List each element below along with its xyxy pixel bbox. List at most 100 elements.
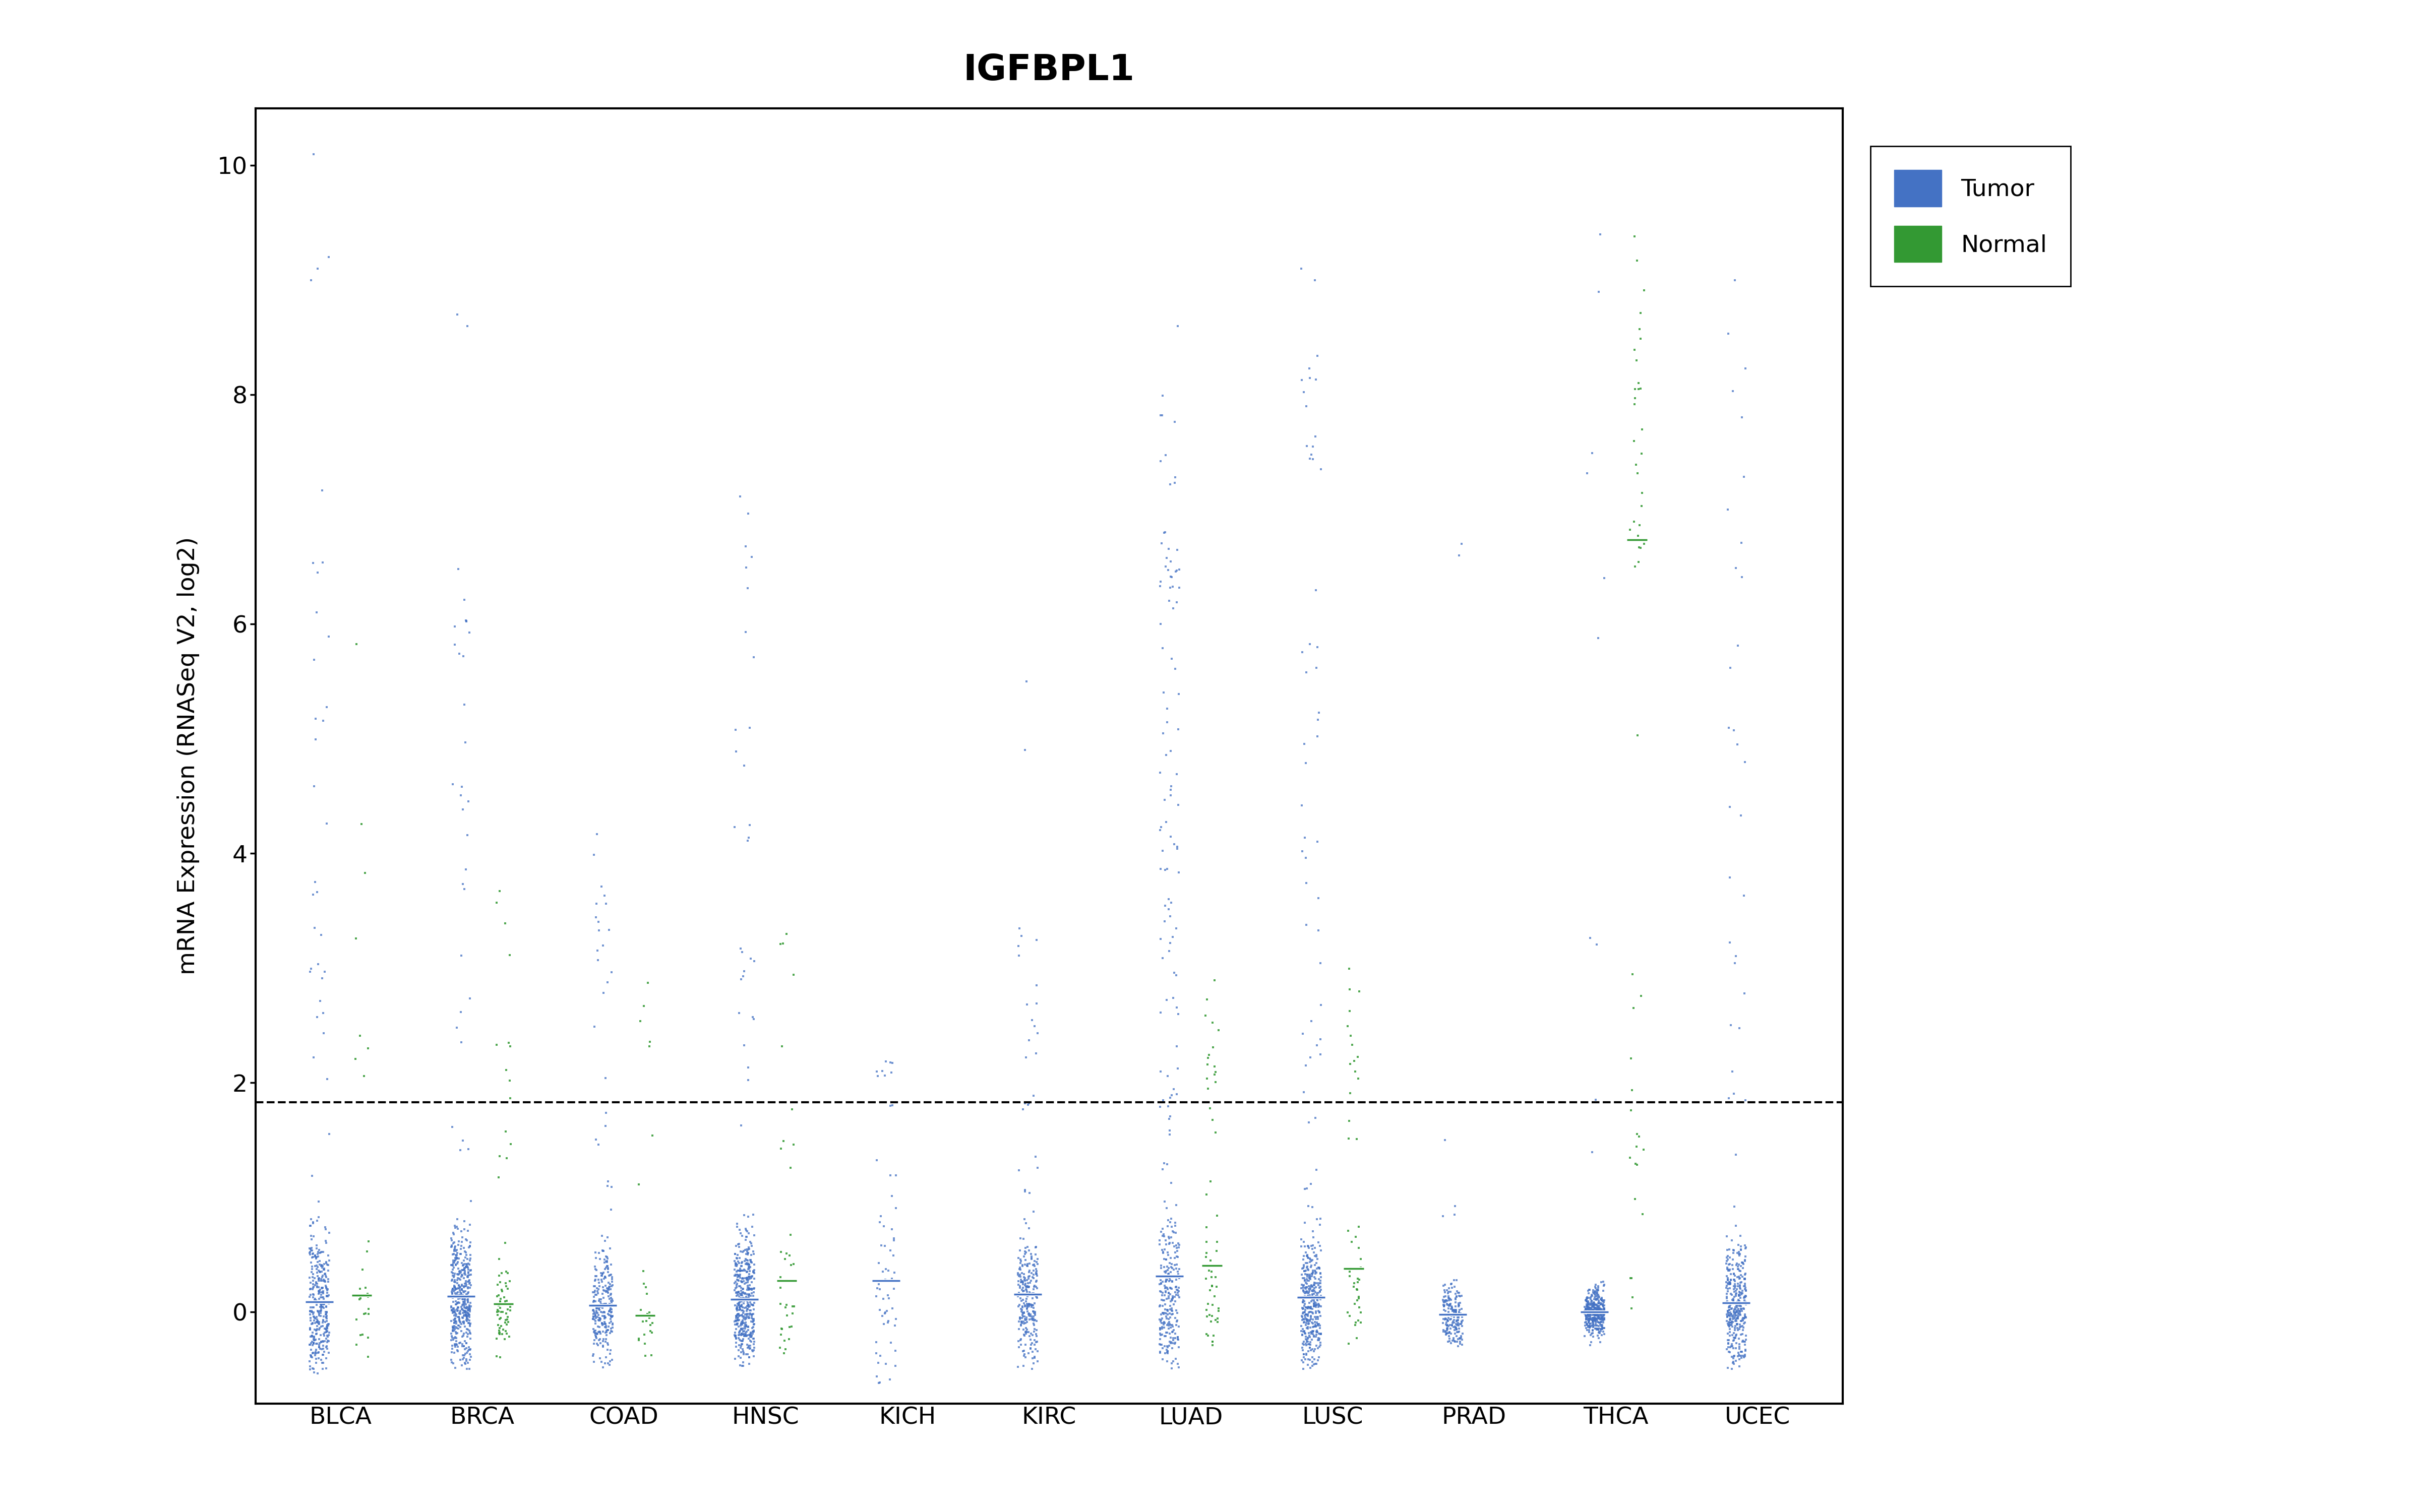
Point: [581, 918, 620, 942]
Point: [1709, 1300, 1747, 1325]
Point: [999, 1256, 1038, 1281]
Point: [726, 1285, 765, 1309]
Point: [1188, 1046, 1227, 1070]
Point: [1573, 1291, 1612, 1315]
Point: [1145, 1225, 1183, 1249]
Point: [1621, 301, 1660, 325]
Point: [433, 1300, 472, 1325]
Point: [874, 1051, 912, 1075]
Point: [293, 1276, 332, 1300]
Point: [295, 1243, 334, 1267]
Point: [731, 1337, 770, 1361]
Point: [489, 1276, 528, 1300]
Point: [1583, 1312, 1621, 1337]
Point: [1430, 1320, 1469, 1344]
Point: [1440, 1305, 1479, 1329]
Point: [574, 1293, 612, 1317]
Point: [1297, 578, 1336, 602]
Point: [1016, 1261, 1055, 1285]
Point: [305, 1269, 344, 1293]
Point: [1573, 1318, 1612, 1343]
Point: [1198, 1018, 1237, 1042]
Point: [576, 1328, 615, 1352]
Point: [1721, 1264, 1759, 1288]
Point: [1147, 546, 1186, 570]
Point: [716, 1273, 755, 1297]
Point: [862, 1204, 900, 1228]
Point: [295, 1326, 334, 1350]
Point: [1718, 1252, 1757, 1276]
Point: [1157, 1300, 1195, 1325]
Point: [728, 1249, 767, 1273]
Point: [1713, 1291, 1752, 1315]
Point: [728, 1278, 767, 1302]
Point: [728, 1335, 767, 1359]
Point: [728, 1297, 767, 1321]
Point: [583, 1329, 622, 1353]
Point: [295, 1331, 334, 1355]
Point: [1711, 1300, 1750, 1325]
Point: [862, 1297, 900, 1321]
Point: [1709, 1312, 1747, 1337]
Point: [298, 1261, 336, 1285]
Point: [574, 1306, 612, 1331]
Point: [1154, 596, 1193, 620]
Point: [999, 1255, 1038, 1279]
Point: [871, 1367, 910, 1391]
Point: [295, 1343, 334, 1367]
Point: [438, 1311, 477, 1335]
Point: [438, 1296, 477, 1320]
Point: [724, 1323, 762, 1347]
Point: [1145, 1259, 1183, 1284]
Point: [479, 1291, 518, 1315]
Point: [1283, 1022, 1321, 1046]
Point: [1283, 1323, 1321, 1347]
Point: [1433, 1299, 1471, 1323]
Point: [448, 1243, 486, 1267]
Point: [1007, 1092, 1045, 1116]
Point: [436, 1309, 474, 1334]
Point: [1283, 839, 1321, 863]
Point: [1300, 1255, 1338, 1279]
Point: [448, 1356, 486, 1380]
Point: [721, 1303, 760, 1328]
Point: [1583, 1297, 1621, 1321]
Point: [590, 1297, 629, 1321]
Point: [438, 1321, 477, 1346]
Point: [1191, 1169, 1229, 1193]
Point: [1007, 1240, 1045, 1264]
Point: [448, 1300, 486, 1325]
Point: [1147, 1269, 1186, 1293]
Point: [1150, 1208, 1188, 1232]
Point: [719, 1001, 757, 1025]
Point: [1583, 1317, 1621, 1341]
Point: [1725, 1249, 1764, 1273]
Point: [721, 1296, 760, 1320]
Point: [1617, 348, 1655, 372]
Point: [1145, 1300, 1183, 1325]
Point: [479, 1315, 518, 1340]
Point: [578, 1321, 617, 1346]
Point: [433, 1347, 472, 1371]
Point: [586, 1229, 624, 1253]
Point: [1725, 1284, 1764, 1308]
Point: [593, 1266, 632, 1290]
Point: [1147, 1312, 1186, 1337]
Point: [1435, 1329, 1474, 1353]
Point: [590, 918, 629, 942]
Point: [1440, 1317, 1479, 1341]
Point: [574, 1281, 612, 1305]
Point: [1285, 1290, 1324, 1314]
Point: [736, 1007, 774, 1031]
Point: [1716, 1303, 1754, 1328]
Point: [440, 1278, 479, 1302]
Point: [721, 1334, 760, 1358]
Point: [1578, 1306, 1617, 1331]
Point: [1283, 1303, 1321, 1328]
Point: [450, 1243, 489, 1267]
Point: [721, 1250, 760, 1275]
Point: [1292, 1249, 1331, 1273]
Point: [1300, 1337, 1338, 1361]
Point: [445, 1311, 484, 1335]
Point: [593, 1275, 632, 1299]
